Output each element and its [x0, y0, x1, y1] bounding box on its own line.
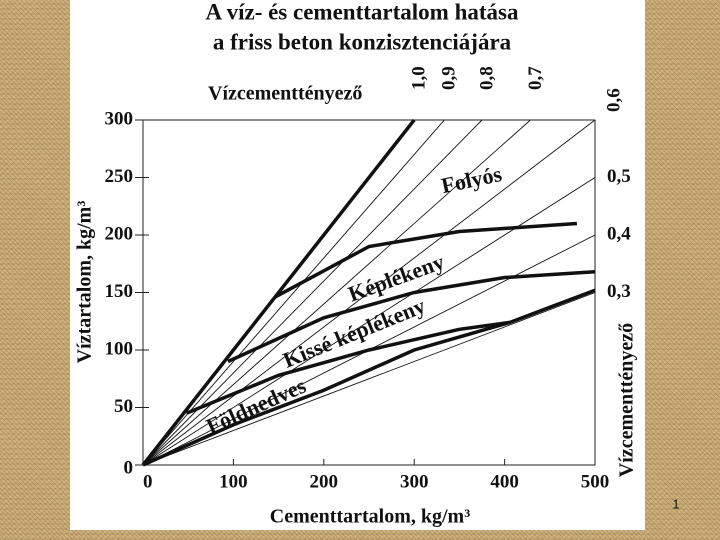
wc-line: [142, 177, 596, 466]
consistency-boundary: [274, 221, 578, 299]
wc-label: 0,8: [476, 66, 497, 90]
x-tick-label: 200: [310, 471, 339, 492]
wc-line: [142, 119, 445, 466]
x-tick-label: 100: [219, 471, 248, 492]
wc-label: 0,3: [607, 281, 631, 302]
chart-title: A víz- és cementtartalom hatása: [206, 0, 519, 24]
consistency-boundary: [185, 320, 511, 415]
wc-label: 0,7: [525, 66, 546, 90]
wc-label: 1,0: [409, 66, 430, 90]
chart-subtitle: a friss beton konzisztenciájára: [213, 29, 512, 54]
ratio-label-top: Vízcementtényező: [208, 83, 362, 105]
y-tick-label: 150: [105, 281, 134, 302]
wc-label: 0,5: [607, 166, 631, 187]
wc-line: [141, 118, 416, 467]
wc-label: 0,6: [603, 88, 624, 112]
consistency-boundary: [142, 288, 596, 467]
wc-label: 0,9: [439, 66, 460, 90]
consistency-boundary: [227, 270, 596, 364]
y-axis-label: Víztartalom, kg/m³: [74, 201, 96, 364]
x-tick-label: 0: [143, 471, 153, 492]
wc-line: [142, 292, 596, 466]
y-tick-label: 100: [105, 338, 134, 359]
y-tick-label: 300: [105, 108, 134, 129]
x-tick-label: 400: [490, 471, 519, 492]
x-tick-label: 300: [400, 471, 429, 492]
x-axis-label: Cementtartalom, kg/m³: [270, 506, 470, 528]
y-tick-label: 0: [124, 457, 134, 478]
page-number: 1: [672, 496, 679, 511]
y-tick-label: 200: [105, 223, 134, 244]
y-tick-label: 50: [114, 396, 133, 417]
x-tick-label: 500: [581, 471, 610, 492]
y-tick-label: 250: [105, 166, 134, 187]
ratio-label-right: Vízcementtényező: [616, 323, 638, 477]
wc-line: [142, 119, 596, 466]
wc-line: [142, 119, 531, 466]
wc-label: 0,4: [607, 223, 631, 244]
